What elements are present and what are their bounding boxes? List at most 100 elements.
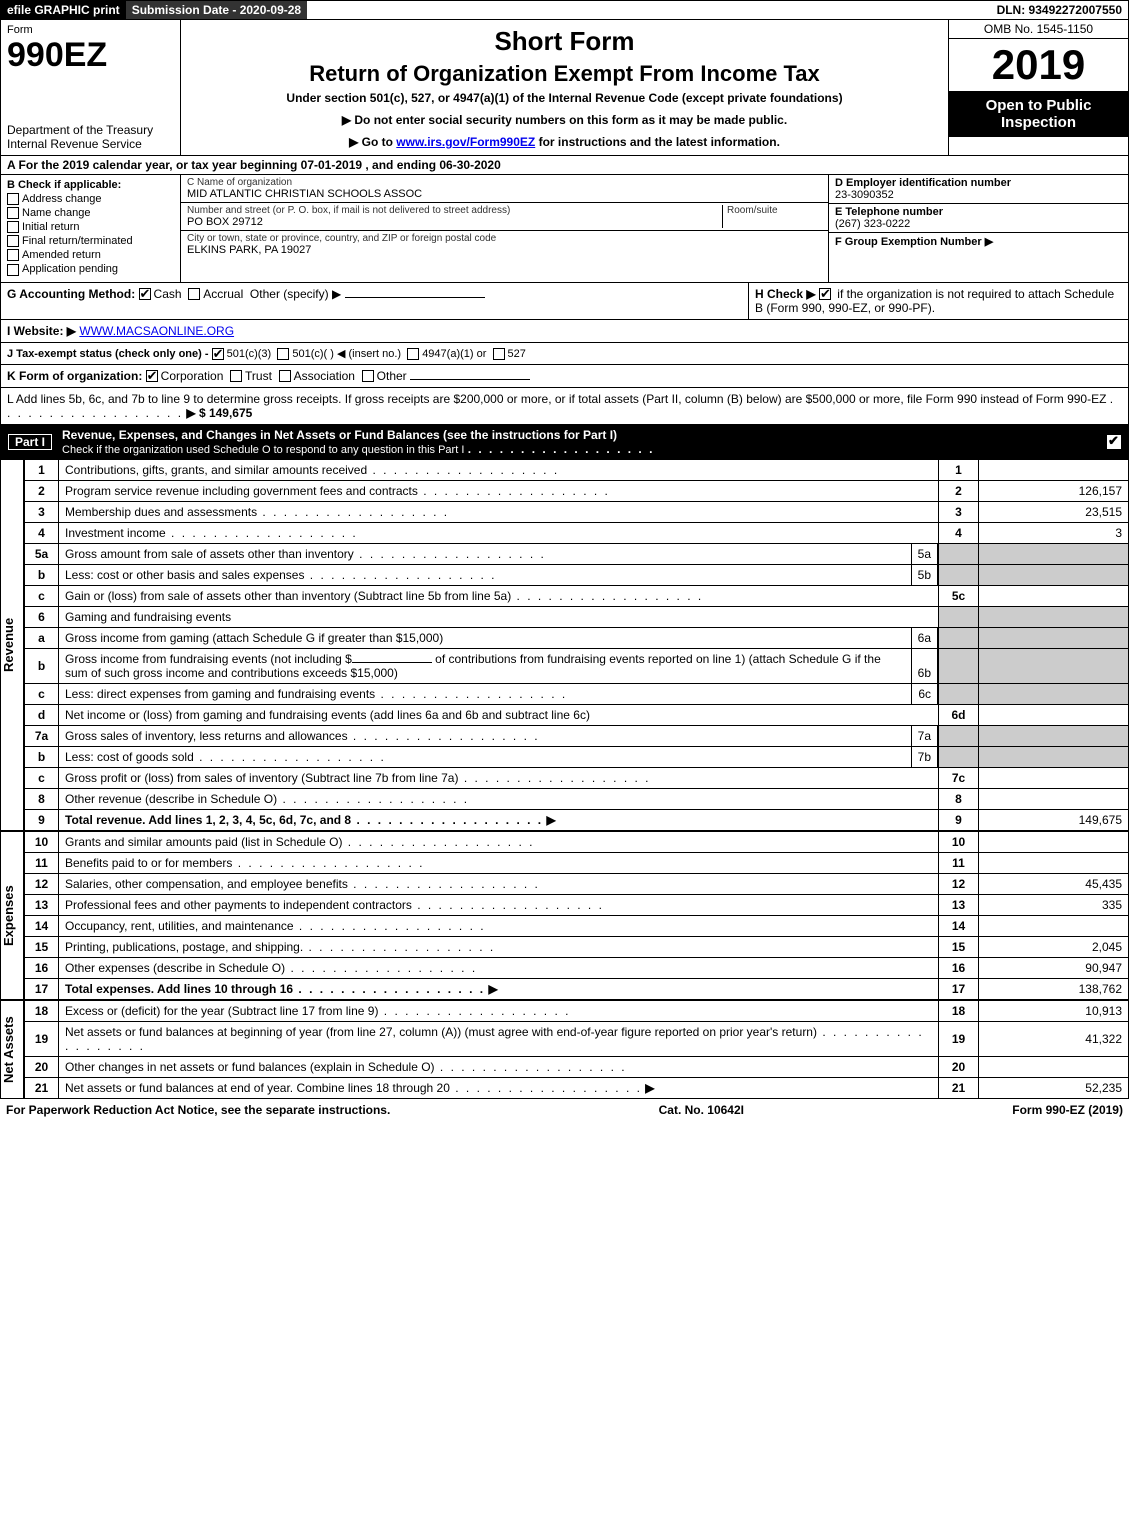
insert-no-label: ◀ (insert no.)	[337, 348, 401, 360]
irs-label: Internal Revenue Service	[7, 137, 174, 151]
line-13: 13Professional fees and other payments t…	[25, 894, 1129, 915]
chk-schedule-o[interactable]	[1107, 435, 1121, 449]
paperwork-notice: For Paperwork Reduction Act Notice, see …	[6, 1103, 390, 1117]
room-label: Room/suite	[727, 205, 822, 216]
form-version: Form 990-EZ (2019)	[1012, 1103, 1123, 1117]
chk-accrual[interactable]	[188, 288, 200, 300]
chk-other-org[interactable]	[362, 370, 374, 382]
opt-other-org: Other	[377, 369, 407, 383]
chk-association[interactable]	[279, 370, 291, 382]
section-g: G Accounting Method: Cash Accrual Other …	[1, 283, 748, 319]
line-16: 16Other expenses (describe in Schedule O…	[25, 957, 1129, 978]
section-def: D Employer identification number 23-3090…	[828, 175, 1128, 282]
line-6a: aGross income from gaming (attach Schedu…	[25, 627, 1129, 648]
open-to-public: Open to Public Inspection	[949, 91, 1128, 137]
other-specify-label: Other (specify) ▶	[250, 287, 341, 301]
opt-501c3: 501(c)(3)	[227, 348, 272, 360]
line-20: 20Other changes in net assets or fund ba…	[25, 1056, 1129, 1077]
line-15: 15Printing, publications, postage, and s…	[25, 936, 1129, 957]
website-label: I Website: ▶	[7, 324, 76, 338]
arrow-icon: ▶	[645, 1081, 654, 1095]
goto-pre: ▶ Go to	[349, 135, 396, 149]
goto-notice: ▶ Go to www.irs.gov/Form990EZ for instru…	[189, 135, 940, 149]
arrow-icon: ▶	[488, 982, 497, 996]
line-21: 21Net assets or fund balances at end of …	[25, 1077, 1129, 1098]
cash-label: Cash	[154, 287, 182, 301]
expenses-side-label: Expenses	[0, 831, 24, 1000]
section-k: K Form of organization: Corporation Trus…	[0, 365, 1129, 388]
addr-label: Number and street (or P. O. box, if mail…	[187, 205, 722, 216]
chk-schedule-b[interactable]	[819, 288, 831, 300]
phone-label: E Telephone number	[835, 206, 1122, 218]
dln-label: DLN: 93492272007550	[991, 1, 1128, 19]
phone-value: (267) 323-0222	[835, 218, 1122, 230]
chk-trust[interactable]	[230, 370, 242, 382]
topbar-spacer	[307, 1, 990, 19]
form-of-org-label: K Form of organization:	[7, 369, 142, 383]
fundraising-amount-line[interactable]	[352, 662, 432, 663]
efile-print-button[interactable]: efile GRAPHIC print	[1, 1, 126, 19]
chk-final-return[interactable]: Final return/terminated	[7, 235, 174, 247]
section-b-header: B Check if applicable:	[7, 179, 174, 191]
line-10: 10Grants and similar amounts paid (list …	[25, 831, 1129, 852]
website-link[interactable]: WWW.MACSAONLINE.ORG	[79, 324, 234, 338]
tax-exempt-label: J Tax-exempt status (check only one) -	[7, 348, 209, 360]
line-7b: bLess: cost of goods sold7b	[25, 746, 1129, 767]
opt-trust: Trust	[245, 369, 272, 383]
arrow-icon: ▶	[546, 813, 555, 827]
other-specify-line[interactable]	[345, 297, 485, 298]
chk-501c3[interactable]	[212, 348, 224, 360]
chk-527[interactable]	[493, 348, 505, 360]
header-right: OMB No. 1545-1150 2019 Open to Public In…	[948, 20, 1128, 155]
revenue-side-label: Revenue	[0, 459, 24, 831]
org-name: MID ATLANTIC CHRISTIAN SCHOOLS ASSOC	[187, 188, 822, 200]
gross-receipts-text: L Add lines 5b, 6c, and 7b to line 9 to …	[7, 392, 1106, 406]
part1-header: Part I Revenue, Expenses, and Changes in…	[0, 425, 1129, 459]
opt-association: Association	[294, 369, 355, 383]
accrual-label: Accrual	[203, 287, 243, 301]
submission-date-label: Submission Date - 2020-09-28	[126, 1, 307, 19]
line-6b: bGross income from fundraising events (n…	[25, 648, 1129, 683]
net-assets-table: 18Excess or (deficit) for the year (Subt…	[24, 1000, 1129, 1099]
goto-post: for instructions and the latest informat…	[539, 135, 780, 149]
header-center: Short Form Return of Organization Exempt…	[181, 20, 948, 155]
line-18: 18Excess or (deficit) for the year (Subt…	[25, 1000, 1129, 1021]
chk-initial-return[interactable]: Initial return	[7, 221, 174, 233]
line-12: 12Salaries, other compensation, and empl…	[25, 873, 1129, 894]
opt-corporation: Corporation	[161, 369, 224, 383]
chk-501c[interactable]	[277, 348, 289, 360]
header-left: Form 990EZ Department of the Treasury In…	[1, 20, 181, 155]
tax-year: 2019	[949, 39, 1128, 91]
chk-4947[interactable]	[407, 348, 419, 360]
org-city: ELKINS PARK, PA 19027	[187, 244, 822, 256]
line-1: 1Contributions, gifts, grants, and simil…	[25, 459, 1129, 480]
chk-name-change[interactable]: Name change	[7, 207, 174, 219]
line-14: 14Occupancy, rent, utilities, and mainte…	[25, 915, 1129, 936]
section-l: L Add lines 5b, 6c, and 7b to line 9 to …	[0, 388, 1129, 425]
ssn-notice: ▶ Do not enter social security numbers o…	[189, 113, 940, 127]
chk-cash[interactable]	[139, 288, 151, 300]
line-3: 3Membership dues and assessments323,515	[25, 501, 1129, 522]
other-org-line[interactable]	[410, 379, 530, 380]
part1-sub: Check if the organization used Schedule …	[62, 444, 464, 456]
irs-link[interactable]: www.irs.gov/Form990EZ	[396, 135, 535, 149]
line-11: 11Benefits paid to or for members11	[25, 852, 1129, 873]
chk-address-change[interactable]: Address change	[7, 193, 174, 205]
chk-amended-return[interactable]: Amended return	[7, 249, 174, 261]
ein-label: D Employer identification number	[835, 177, 1122, 189]
opt-4947: 4947(a)(1) or	[422, 348, 486, 360]
ein-value: 23-3090352	[835, 189, 1122, 201]
part1-title: Revenue, Expenses, and Changes in Net As…	[62, 428, 617, 442]
net-assets-side-label: Net Assets	[0, 1000, 24, 1099]
line-7c: cGross profit or (loss) from sales of in…	[25, 767, 1129, 788]
section-j: J Tax-exempt status (check only one) - 5…	[0, 343, 1129, 365]
tax-period-line: A For the 2019 calendar year, or tax yea…	[0, 156, 1129, 175]
chk-application-pending[interactable]: Application pending	[7, 263, 174, 275]
chk-corporation[interactable]	[146, 370, 158, 382]
net-assets-section: Net Assets 18Excess or (deficit) for the…	[0, 1000, 1129, 1099]
line-6c: cLess: direct expenses from gaming and f…	[25, 683, 1129, 704]
line-5c: cGain or (loss) from sale of assets othe…	[25, 585, 1129, 606]
line-2: 2Program service revenue including gover…	[25, 480, 1129, 501]
dots-part1	[468, 442, 655, 456]
opt-501c: 501(c)( )	[292, 348, 334, 360]
